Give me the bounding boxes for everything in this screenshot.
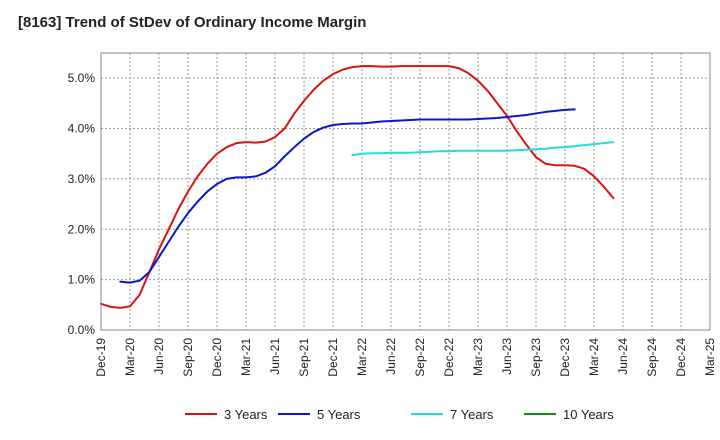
legend-item: 10 Years (524, 407, 614, 422)
grid-lines (101, 53, 710, 330)
legend-item: 7 Years (411, 407, 494, 422)
x-tick-label: Jun-21 (268, 338, 282, 375)
x-tick-label: Sep-22 (413, 338, 427, 377)
x-tick-label: Jun-24 (616, 338, 630, 375)
x-tick-label: Dec-22 (442, 338, 456, 377)
series-line-7-years (351, 141, 615, 157)
legend-label: 7 Years (450, 407, 494, 422)
x-tick-label: Dec-21 (326, 338, 340, 377)
x-tick-label: Sep-21 (297, 338, 311, 377)
y-tick-label: 5.0% (68, 71, 96, 85)
x-tick-label: Sep-24 (645, 338, 659, 377)
x-tick-label: Dec-19 (94, 338, 108, 377)
y-tick-label: 0.0% (68, 323, 96, 337)
x-tick-label: Mar-25 (703, 338, 717, 376)
x-tick-label: Mar-23 (471, 338, 485, 376)
plot-frame (100, 52, 711, 331)
x-tick-label: Mar-20 (123, 338, 137, 376)
chart-title: [8163] Trend of StDev of Ordinary Income… (18, 14, 367, 31)
x-tick-label: Sep-23 (529, 338, 543, 377)
legend: 3 Years 5 Years 7 Years 10 Years (185, 407, 614, 422)
x-tick-label: Jun-23 (500, 338, 514, 375)
x-tick-label: Dec-24 (674, 338, 688, 377)
series-lines (100, 65, 615, 309)
x-tick-label: Jun-20 (152, 338, 166, 375)
x-tick-label: Mar-22 (355, 338, 369, 376)
series-line-3-years (100, 65, 615, 309)
x-axis-ticks: Dec-19 Mar-20 Jun-20 Sep-20 Dec-20 Mar-21 Jun-… (94, 338, 717, 377)
x-tick-label: Sep-20 (181, 338, 195, 377)
series-line-5-years (119, 108, 576, 284)
x-tick-label: Jun-22 (384, 338, 398, 375)
y-tick-label: 3.0% (68, 172, 96, 186)
x-tick-label: Dec-20 (210, 338, 224, 377)
x-tick-label: Dec-23 (558, 338, 572, 377)
legend-label: 10 Years (563, 407, 614, 422)
y-tick-label: 4.0% (68, 122, 96, 136)
y-tick-label: 1.0% (68, 273, 96, 287)
x-tick-label: Mar-24 (587, 338, 601, 376)
y-axis-ticks: 0.0% 1.0% 2.0% 3.0% 4.0% 5.0% (68, 71, 96, 337)
legend-item: 5 Years (278, 407, 361, 422)
x-tick-label: Mar-21 (239, 338, 253, 376)
legend-label: 3 Years (224, 407, 268, 422)
y-tick-label: 2.0% (68, 222, 96, 236)
legend-item: 3 Years (185, 407, 268, 422)
legend-label: 5 Years (317, 407, 361, 422)
